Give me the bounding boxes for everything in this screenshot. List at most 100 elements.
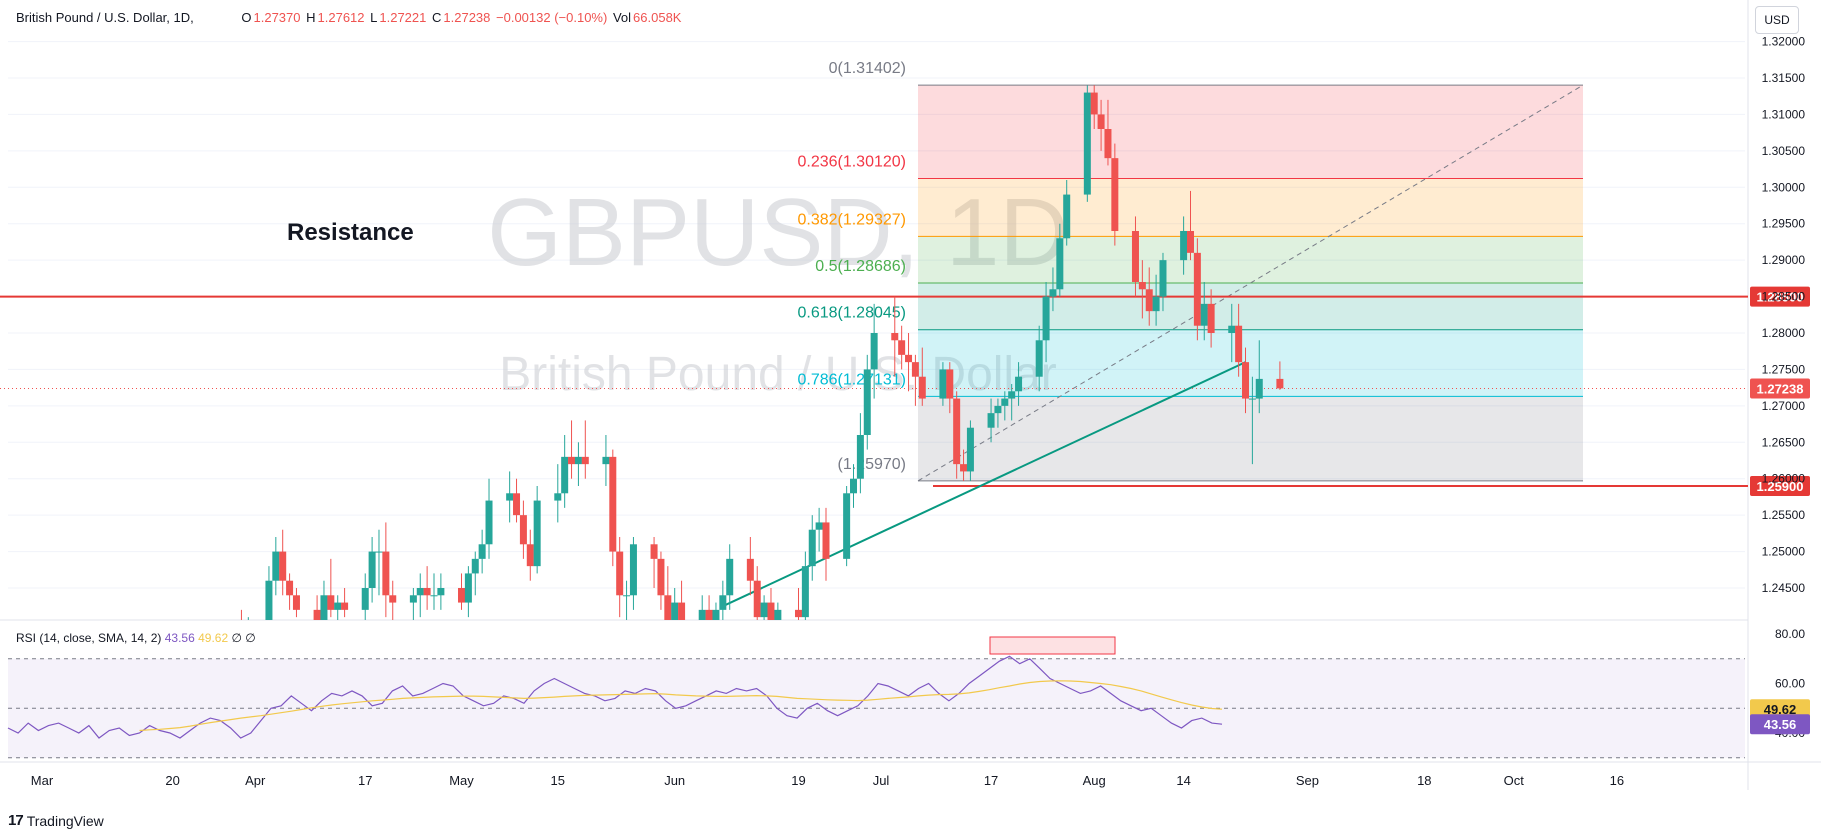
rsi-tick-label: 80.00 xyxy=(1775,627,1805,641)
candle-body xyxy=(1193,252,1201,326)
time-tick-label: 18 xyxy=(1417,773,1431,788)
close-value: 1.27238 xyxy=(443,10,491,25)
fib-zone-0-0.236 xyxy=(918,85,1583,179)
price-tick-label: 1.27500 xyxy=(1762,362,1806,376)
candle-body xyxy=(437,588,445,596)
price-tick-label: 1.25000 xyxy=(1762,545,1806,559)
candle-body xyxy=(629,544,637,596)
candle-body xyxy=(966,427,974,472)
price-tick-label: 1.30000 xyxy=(1762,180,1806,194)
candle-body xyxy=(891,333,899,341)
time-tick-label: Mar xyxy=(31,773,54,788)
candle-body xyxy=(1248,398,1256,400)
fib-zone-0.236-0.382 xyxy=(918,178,1583,237)
rsi-legend-null-2: ∅ xyxy=(245,631,256,645)
candle-body xyxy=(1207,303,1215,333)
price-tick-label: 1.29500 xyxy=(1762,217,1806,231)
candle-body xyxy=(1235,325,1243,363)
currency-button[interactable]: USD xyxy=(1755,6,1799,34)
time-tick-label: Oct xyxy=(1504,773,1525,788)
candle-body xyxy=(279,551,287,581)
fib-level-label-0.618: 0.618(1.28045) xyxy=(797,305,906,322)
candle-body xyxy=(1138,282,1146,290)
candle-body xyxy=(526,544,534,567)
candle-body xyxy=(265,580,273,620)
candle-body xyxy=(870,333,878,370)
candle-body xyxy=(334,602,342,610)
candle-body xyxy=(464,573,472,603)
fib-level-label-0.786: 0.786(1.27131) xyxy=(797,371,906,388)
candle-body xyxy=(712,609,720,620)
candle-body xyxy=(719,595,727,610)
candle-body xyxy=(1049,289,1057,297)
candle-body xyxy=(650,544,658,559)
candle-body xyxy=(946,369,954,399)
rsi-legend-value: 43.56 xyxy=(164,631,195,645)
fib-level-label-0: 0(1.31402) xyxy=(829,60,906,77)
candle-body xyxy=(478,544,486,559)
price-tick-label: 1.28500 xyxy=(1762,290,1806,304)
candle-body xyxy=(987,413,995,428)
level-label-bg-1.25900 xyxy=(1750,476,1810,496)
fib-zone-0.5-0.618 xyxy=(918,283,1583,330)
candle-body xyxy=(513,493,521,516)
tradingview-logo-icon: 17 xyxy=(8,812,24,829)
fib-level-label-1: (1.25970) xyxy=(838,456,907,473)
candle-body xyxy=(389,595,397,603)
candle-body xyxy=(801,566,809,618)
rsi-band-fill xyxy=(8,658,1745,758)
fib-zone-0.382-0.5 xyxy=(918,236,1583,284)
candle-body xyxy=(568,456,576,465)
high-value: 1.27612 xyxy=(317,10,365,25)
price-tick-label: 1.27000 xyxy=(1762,399,1806,413)
candle-body xyxy=(286,580,294,596)
brand-label: TradingView xyxy=(26,812,104,829)
candle-body xyxy=(1180,231,1188,261)
candle-body xyxy=(609,456,617,552)
time-tick-label: 19 xyxy=(791,773,805,788)
candle-body xyxy=(1001,398,1009,406)
candle-body xyxy=(911,362,919,377)
tradingview-brand[interactable]: 17 TradingView xyxy=(8,812,104,829)
price-tick-label: 1.32000 xyxy=(1762,35,1806,49)
candle-body xyxy=(1152,296,1160,312)
rsi-tag-bg xyxy=(1750,714,1810,735)
vol-label: Vol xyxy=(612,10,632,25)
high-label: H xyxy=(306,10,316,25)
candle-body xyxy=(678,602,686,620)
candle-body xyxy=(320,595,328,620)
candle-body xyxy=(458,588,466,603)
candle-body xyxy=(602,456,610,465)
watermark-symbol: GBPUSD, 1D xyxy=(487,179,1068,286)
time-tick-label: 14 xyxy=(1176,773,1190,788)
price-tick-label: 1.30500 xyxy=(1762,144,1806,158)
candle-body xyxy=(1035,340,1043,377)
candle-body xyxy=(292,595,300,610)
candle-body xyxy=(815,522,823,530)
candle-body xyxy=(1200,303,1208,326)
price-tick-label: 1.25500 xyxy=(1762,508,1806,522)
candle-body xyxy=(994,405,1002,414)
candle-body xyxy=(1015,376,1023,392)
candle-body xyxy=(409,595,417,603)
candle-body xyxy=(616,551,624,596)
candle-body xyxy=(1186,231,1194,253)
candle-body xyxy=(1159,260,1167,297)
candle-body xyxy=(657,558,665,596)
candle-body xyxy=(1104,129,1112,159)
candle-body xyxy=(1131,231,1139,282)
rsi-legend-label: RSI (14, close, SMA, 14, 2) xyxy=(16,631,162,645)
open-value: 1.27370 xyxy=(253,10,301,25)
fib-zone-0.786-1 xyxy=(918,396,1583,481)
level-label-1.28500: 1.28500 xyxy=(1757,290,1804,305)
candle-body xyxy=(471,558,479,574)
candle-body xyxy=(794,609,802,618)
annotation-resistance: Resistance xyxy=(287,219,414,246)
price-tick-label: 1.31000 xyxy=(1762,107,1806,121)
candle-body xyxy=(746,558,754,581)
change-value: −0.00132 (−0.10%) xyxy=(496,10,608,25)
candle-body xyxy=(533,500,541,567)
rsi-tick-label: 60.00 xyxy=(1775,677,1805,691)
rsi-line xyxy=(7,655,1223,739)
